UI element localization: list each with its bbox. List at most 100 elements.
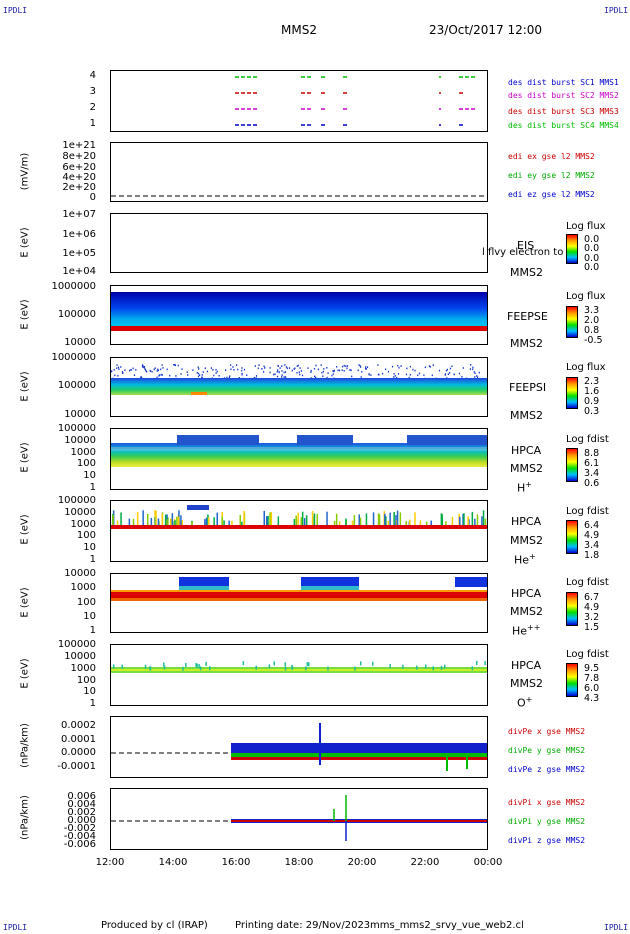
hpca-he-spike: [405, 520, 407, 525]
feepsi-speck: [313, 367, 316, 370]
eis-overlay-label: l flvy electron to: [482, 247, 564, 258]
hpca-hepp-species: He++: [512, 623, 540, 638]
hpca-he-spike: [476, 514, 479, 525]
hpca-he-spike: [205, 517, 208, 525]
x-tick-label: 18:00: [284, 857, 314, 868]
feepsi-speck: [310, 371, 312, 373]
x-tick-label: 20:00: [347, 857, 377, 868]
feepsi-speck: [322, 375, 324, 377]
feepsi-speck: [116, 367, 118, 369]
hpca-o-spike: [305, 666, 307, 671]
hpca-he-spike: [316, 513, 318, 525]
feepsi-speck: [323, 368, 325, 370]
feepsi-speck: [169, 374, 171, 377]
edi-tick: 2e+20: [62, 182, 96, 193]
feepsi-speck: [186, 371, 188, 373]
hpca-he-spike: [241, 521, 243, 525]
hpca-he-spike: [445, 521, 447, 525]
hpca-he-label: HPCA: [511, 515, 542, 528]
feepsi-speck: [345, 365, 347, 367]
hpca-he-spike: [208, 517, 210, 525]
divpi-tick: 0.004: [67, 799, 96, 810]
hpca-he-tick: 100: [76, 530, 96, 541]
feepsi-speck: [477, 376, 479, 379]
feepsi-ylabel: E (eV): [19, 371, 31, 402]
feepsi-speck: [157, 368, 159, 371]
feepsi-speck: [159, 374, 161, 376]
feepsi-speck: [445, 369, 448, 372]
hpca-he-spike: [482, 510, 485, 525]
hpca-o-cb-value: 9.5: [584, 663, 600, 674]
feepsi-speck: [278, 371, 280, 374]
hpca-he-spike: [303, 518, 306, 525]
feepsi-speck: [472, 366, 474, 369]
feepsi-speck: [327, 372, 329, 374]
hpca-he-spike: [216, 512, 218, 525]
hpca-o-colorbar: [566, 663, 578, 697]
feepsi-speck: [285, 376, 287, 378]
hpca-o-spike: [308, 662, 310, 667]
edi-plot: [111, 195, 487, 197]
hpca-o-spike: [196, 663, 198, 668]
edi-tick: 6e+20: [62, 162, 96, 173]
hpca-h-tick: 1: [89, 482, 96, 493]
hpca-hepp-spectrogram: [111, 577, 487, 601]
hpca-he-spike: [150, 517, 153, 525]
feepsi-sparse-top: [111, 364, 480, 380]
hpca-he-spike: [301, 511, 304, 525]
hpca-he-spike: [147, 513, 149, 525]
hpca-he-spike: [142, 510, 144, 525]
hpca-hepp-ylabel: E (eV): [19, 587, 31, 618]
hpca-he-spike: [136, 512, 139, 525]
divpi-legend-z: divPi z gse MMS2: [508, 836, 586, 845]
feepse-band: [111, 292, 487, 328]
hpca-he-spike: [177, 516, 180, 525]
feepsi-speck: [418, 372, 421, 375]
hpca-o-label: HPCA: [511, 659, 542, 672]
divpi-tick: -0.006: [63, 839, 96, 850]
hpca-o-spike: [389, 664, 391, 668]
burst-tick: 2: [89, 102, 96, 113]
footer-printing-date: Printing date: 29/Nov/2023: [235, 920, 371, 931]
feepsi-speck: [283, 376, 285, 378]
feepsi-speck: [146, 370, 148, 373]
corner-label-tl: IPDLI: [3, 6, 28, 15]
feepsi-cb-value: 2.3: [584, 376, 600, 387]
feepsi-speck: [294, 367, 296, 370]
hpca-o-spike: [484, 661, 486, 666]
feepsi-speck: [154, 367, 156, 369]
feepsi-speck: [122, 371, 124, 374]
feepsi-speck: [366, 366, 369, 368]
hpca-he-spike: [345, 518, 347, 525]
hpca-h-spectrogram: [111, 435, 487, 467]
feepsi-speck: [135, 369, 137, 371]
feepsi-speck: [281, 370, 283, 372]
hpca-o-spike: [372, 661, 374, 666]
feepsi-speck: [296, 365, 298, 367]
feepsi-speck: [118, 368, 120, 370]
hpca-h-species: H+: [517, 480, 532, 495]
feepsi-speck: [429, 366, 431, 368]
hpca-he-spike: [305, 515, 308, 525]
feepsi-speck: [229, 375, 231, 377]
x-tick-label: 14:00: [158, 857, 188, 868]
feepsi-speck: [377, 364, 379, 366]
x-tick-label: 16:00: [221, 857, 251, 868]
hpca-o-tick: 1: [89, 698, 96, 709]
eis-panel: [110, 213, 488, 273]
hpca-o-spike: [416, 665, 418, 670]
feepsi-speck: [310, 369, 312, 372]
eis-ylabel: E (eV): [19, 227, 31, 258]
burst-legend-sc2: des dist burst SC2 MMS2: [508, 91, 619, 100]
hpca-he-spike: [484, 518, 487, 525]
hpca-o-tick: 10000: [64, 651, 96, 662]
hpca-he-cb-value: 6.4: [584, 520, 600, 531]
hpca-he-spike: [440, 513, 443, 525]
feepsi-speck: [218, 374, 220, 377]
feepsi-speck: [346, 367, 348, 370]
feepsi-speck: [315, 364, 317, 367]
feepsi-band: [111, 378, 487, 395]
feepsi-speck: [156, 376, 158, 379]
feepsi-speck: [144, 368, 146, 371]
feepsi-panel: [110, 357, 488, 417]
